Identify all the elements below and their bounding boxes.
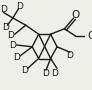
Text: D: D bbox=[8, 31, 14, 40]
Text: D: D bbox=[2, 22, 9, 32]
Text: D: D bbox=[21, 66, 28, 75]
Text: D: D bbox=[0, 5, 7, 14]
Text: D: D bbox=[42, 69, 48, 78]
Text: D: D bbox=[51, 69, 58, 78]
Text: D: D bbox=[9, 40, 16, 50]
Text: D: D bbox=[13, 53, 20, 62]
Text: D: D bbox=[67, 51, 73, 60]
Text: O: O bbox=[71, 10, 80, 20]
Text: D: D bbox=[16, 2, 23, 11]
Text: OH: OH bbox=[87, 31, 92, 41]
